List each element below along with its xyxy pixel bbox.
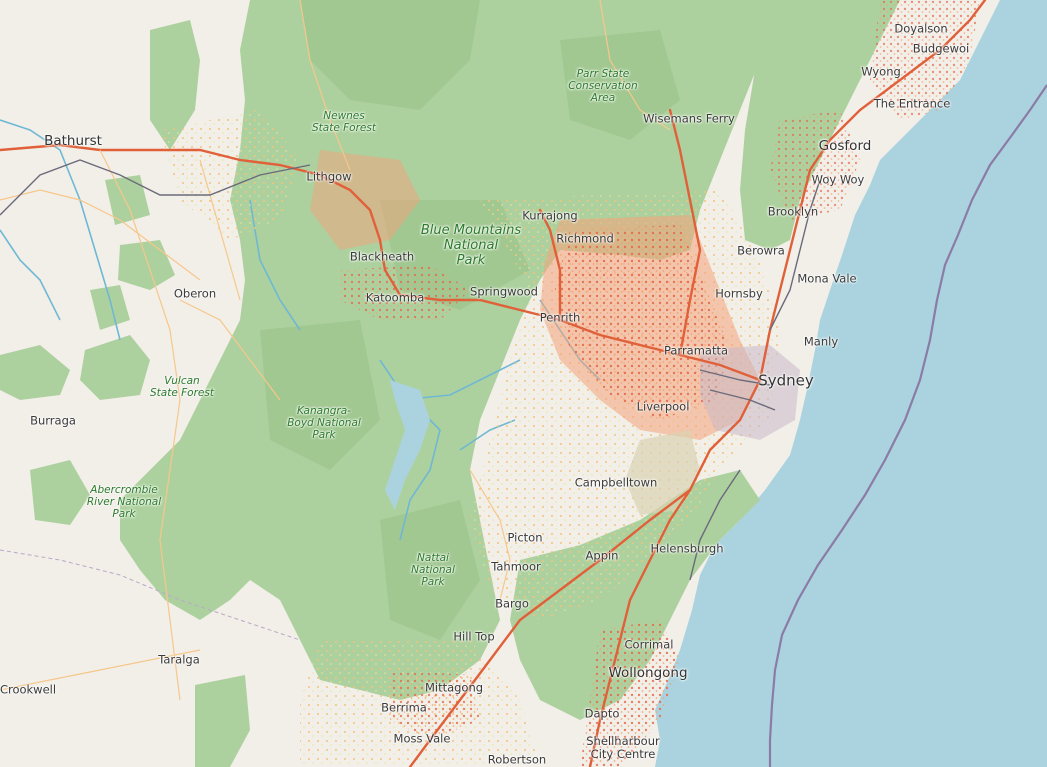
park-vulcan-state-forest[interactable]: Vulcan State Forest (150, 375, 214, 400)
place-sydney[interactable]: Sydney (758, 371, 814, 390)
park-abercrombie-river[interactable]: Abercrombie River National Park (86, 484, 162, 521)
place-wisemans-ferry[interactable]: Wisemans Ferry (643, 111, 735, 126)
place-brooklyn[interactable]: Brooklyn (767, 204, 819, 219)
place-katoomba[interactable]: Katoomba (365, 290, 425, 305)
place-picton[interactable]: Picton (507, 530, 543, 545)
place-corrimal[interactable]: Corrimal (624, 637, 674, 652)
place-tahmoor[interactable]: Tahmoor (491, 559, 541, 574)
western-forest-patches (0, 20, 250, 767)
minor-roads (0, 0, 671, 701)
place-robertson[interactable]: Robertson (487, 752, 547, 767)
place-the-entrance[interactable]: The Entrance (873, 96, 951, 111)
place-helensburgh[interactable]: Helensburgh (650, 541, 724, 556)
place-dapto[interactable]: Dapto (584, 706, 620, 721)
place-budgewoi[interactable]: Budgewoi (912, 41, 970, 56)
admin-boundary (0, 549, 301, 641)
place-richmond[interactable]: Richmond (556, 231, 614, 246)
place-shellharbour[interactable]: Shellharbour City Centre (586, 733, 660, 761)
place-liverpool[interactable]: Liverpool (636, 399, 690, 414)
place-campbelltown[interactable]: Campbelltown (574, 475, 658, 490)
place-wollongong[interactable]: Wollongong (608, 665, 688, 682)
place-taralga[interactable]: Taralga (158, 652, 200, 667)
place-doyalson[interactable]: Doyalson (894, 21, 948, 36)
park-subregions (260, 0, 680, 640)
place-hornsby[interactable]: Hornsby (715, 286, 763, 301)
park-kanangra-boyd[interactable]: Kanangra- Boyd National Park (287, 405, 361, 442)
place-wyong[interactable]: Wyong (861, 64, 901, 79)
place-parramatta[interactable]: Parramatta (663, 343, 729, 358)
place-bargo[interactable]: Bargo (495, 596, 529, 611)
park-parr-state-conservation-area[interactable]: Parr State Conservation Area (568, 68, 638, 105)
place-blackheath[interactable]: Blackheath (349, 249, 415, 264)
place-gosford[interactable]: Gosford (818, 138, 872, 155)
place-moss-vale[interactable]: Moss Vale (393, 731, 451, 746)
place-appin[interactable]: Appin (585, 548, 619, 563)
lake-burragorang (385, 380, 430, 510)
place-berrima[interactable]: Berrima (381, 700, 427, 715)
major-roads (0, 0, 987, 767)
place-crookwell[interactable]: Crookwell (0, 682, 57, 697)
place-mittagong[interactable]: Mittagong (424, 680, 484, 695)
place-manly[interactable]: Manly (803, 334, 839, 349)
place-bathurst[interactable]: Bathurst (44, 133, 102, 150)
urban-sprawl (160, 0, 980, 767)
park-blue-mountains[interactable]: Blue Mountains National Park (420, 223, 522, 268)
place-burraga[interactable]: Burraga (30, 413, 76, 428)
place-berowra[interactable]: Berowra (737, 243, 785, 258)
southern-park-area (510, 470, 760, 720)
ocean (655, 0, 1047, 767)
place-hill-top[interactable]: Hill Top (453, 629, 495, 644)
place-oberon[interactable]: Oberon (173, 286, 217, 301)
place-woy-woy[interactable]: Woy Woy (811, 172, 865, 187)
holsworthy-reserve (625, 430, 700, 515)
place-lithgow[interactable]: Lithgow (306, 169, 352, 184)
rail-lines (0, 159, 821, 581)
place-springwood[interactable]: Springwood (470, 284, 538, 299)
park-newnes-state-forest[interactable]: Newnes State Forest (312, 110, 376, 135)
place-penrith[interactable]: Penrith (539, 310, 581, 325)
place-mona-vale[interactable]: Mona Vale (797, 271, 857, 286)
park-nattai[interactable]: Nattai National Park (411, 552, 455, 589)
place-kurrajong[interactable]: Kurrajong (522, 208, 578, 223)
maritime-boundary (768, 84, 1047, 767)
sydney-cbd-area (700, 345, 800, 440)
